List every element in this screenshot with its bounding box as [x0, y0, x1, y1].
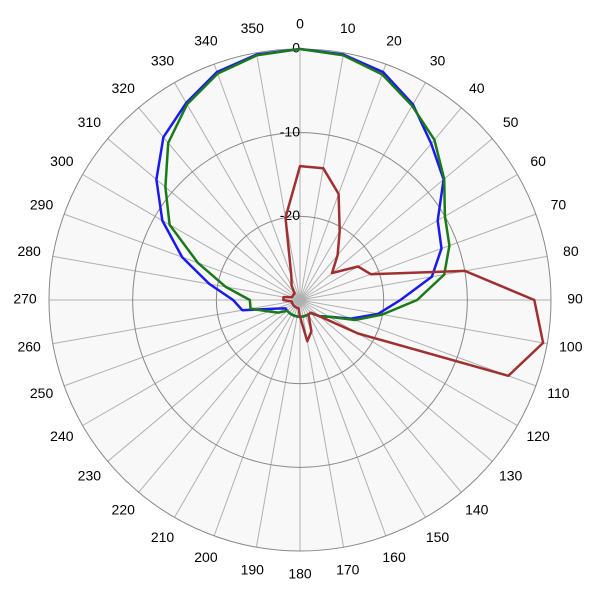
angle-label: 250 [30, 385, 54, 401]
spoke [299, 82, 426, 301]
ring [132, 132, 468, 468]
spoke [299, 52, 345, 301]
spoke [299, 299, 387, 537]
r-tick-label: -10 [280, 123, 300, 139]
spoke [255, 52, 301, 301]
spoke [299, 299, 493, 462]
angle-label: 110 [547, 385, 570, 401]
angle-label: 230 [78, 467, 102, 483]
angle-label: 70 [551, 197, 567, 213]
spoke [299, 255, 548, 301]
spoke [299, 63, 387, 301]
angle-label: 170 [336, 562, 360, 578]
spoke [52, 255, 301, 301]
angle-label: 180 [288, 566, 312, 582]
angle-label: 310 [78, 114, 102, 130]
spoke [213, 299, 301, 537]
spoke [82, 174, 301, 301]
angle-label: 190 [241, 562, 265, 578]
r-tick-label: 0 [292, 40, 300, 56]
angle-label: 150 [426, 529, 450, 545]
angle-label: 10 [340, 20, 356, 36]
r-tick-label: -20 [280, 207, 300, 223]
angle-label: 280 [17, 243, 41, 259]
spoke [299, 299, 548, 345]
angle-label: 50 [503, 114, 519, 130]
angle-label: 240 [50, 428, 74, 444]
angle-label: 160 [382, 549, 406, 565]
angle-label: 320 [112, 80, 136, 96]
angle-label: 210 [151, 529, 175, 545]
spoke [52, 299, 301, 345]
angle-label: 330 [151, 53, 175, 69]
angle-label: 130 [499, 467, 523, 483]
angle-label: 0 [296, 16, 304, 32]
ring [215, 215, 385, 385]
angle-label: 90 [567, 291, 583, 307]
angle-label: 220 [112, 501, 136, 517]
spoke [299, 174, 518, 301]
angle-label: 200 [194, 549, 218, 565]
spoke [107, 299, 301, 462]
angle-label: 60 [530, 153, 546, 169]
angle-label: 140 [465, 501, 489, 517]
angle-label: 270 [13, 291, 37, 307]
angle-label: 300 [50, 153, 74, 169]
spoke [174, 82, 301, 301]
angle-label: 30 [430, 53, 446, 69]
angle-label: 350 [241, 20, 265, 36]
angle-label: 100 [559, 338, 583, 354]
spoke [174, 299, 301, 518]
angle-label: 290 [30, 197, 54, 213]
spoke [82, 299, 301, 426]
spoke [299, 299, 518, 426]
spoke [107, 138, 301, 301]
angle-label: 120 [526, 428, 550, 444]
angle-label: 20 [386, 32, 402, 48]
angle-label: 260 [17, 338, 41, 354]
angle-label: 40 [469, 80, 485, 96]
spoke [299, 213, 537, 301]
spoke [63, 299, 301, 387]
spoke [299, 299, 462, 493]
spoke [299, 299, 426, 518]
angle-label: 340 [194, 32, 218, 48]
spoke [255, 299, 301, 548]
series-line [282, 164, 545, 378]
spoke [138, 299, 301, 493]
angle-label: 80 [563, 243, 579, 259]
spoke [213, 63, 301, 301]
spoke [138, 107, 301, 301]
